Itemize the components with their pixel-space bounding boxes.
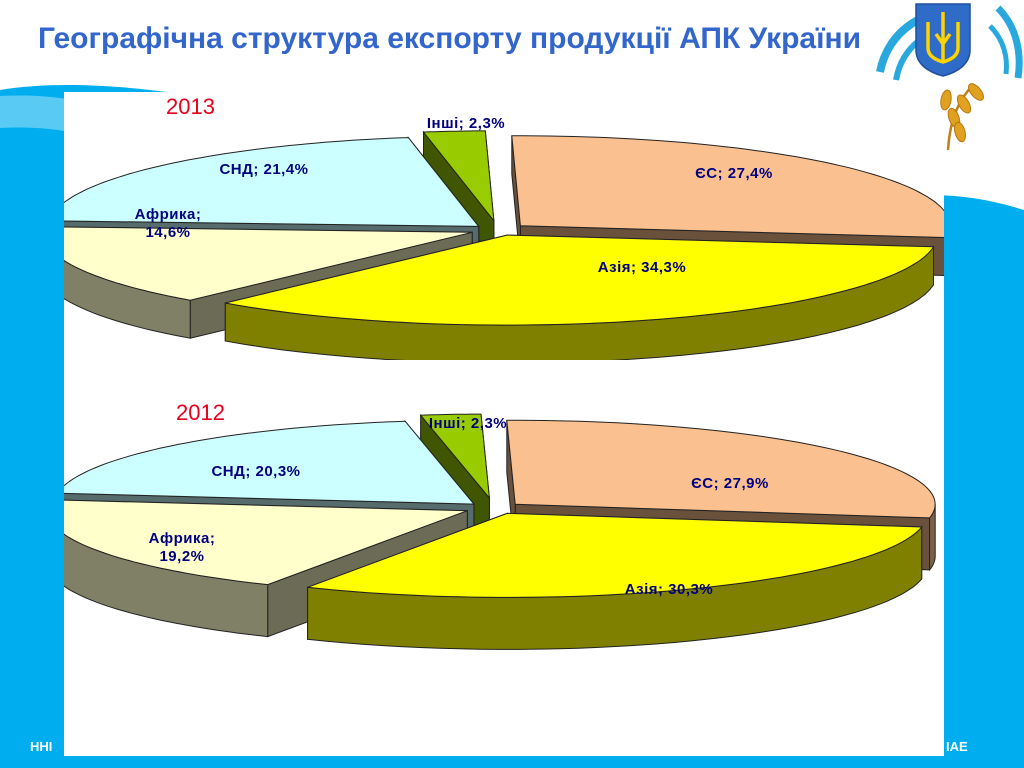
pie-slice-asia-2013 xyxy=(224,234,935,360)
slice-label-line: Азія; 30,3% xyxy=(625,581,713,598)
footer-right-text: ІАЕ xyxy=(946,739,968,754)
pie-chart-2013: ЄС; 27,4% Азія; 34,3% Африка; 14,6% СНД; 21,… xyxy=(64,115,944,360)
slice-label-asia-2013: Азія; 34,3% xyxy=(598,259,686,276)
slice-label-africa-2013: Африка; 14,6% xyxy=(135,206,202,241)
slice-label-cis-2012: СНД; 20,3% xyxy=(211,463,300,480)
slice-top-other xyxy=(422,130,495,223)
slice-label-line: Африка; xyxy=(135,206,202,223)
slice-label-line: Інші; 2,3% xyxy=(427,115,505,132)
slice-top-eu xyxy=(511,135,944,239)
slice-label-line: СНД; 20,3% xyxy=(211,463,300,480)
slice-top-other xyxy=(419,413,491,500)
slice-label-other-2013: Інші; 2,3% xyxy=(427,115,505,132)
slide-title: Географічна структура експорту продукції… xyxy=(38,22,862,55)
pie-chart-2012: ЄС; 27,9% Азія; 30,3% Африка; 19,2% СНД; 20,… xyxy=(64,413,936,650)
slice-top-eu xyxy=(506,419,936,519)
slice-label-line: 14,6% xyxy=(145,224,190,241)
wheat-icon xyxy=(940,83,984,151)
slice-label-africa-2012: Африка; 19,2% xyxy=(149,530,216,565)
chart-panel-2012: ЄС; 27,9% Азія; 30,3% Африка; 19,2% СНД; 20,… xyxy=(64,360,944,756)
footer-left-text: ННІ xyxy=(30,739,53,754)
slice-top-cis xyxy=(64,137,480,227)
pie-slice-asia-2012 xyxy=(307,512,923,650)
slice-label-other-2012: Інші; 2,3% xyxy=(429,415,507,432)
slice-top-asia xyxy=(307,512,923,598)
slice-label-line: 19,2% xyxy=(159,548,204,565)
slice-label-line: Інші; 2,3% xyxy=(429,415,507,432)
logo-emblem xyxy=(876,3,1023,151)
chart-title-2012: 2012 xyxy=(176,400,225,425)
slice-label-line: Азія; 34,3% xyxy=(598,259,686,276)
slice-top-cis xyxy=(64,420,475,505)
slice-label-line: Африка; xyxy=(149,530,216,547)
slice-top-africa xyxy=(64,226,473,301)
slice-label-line: ЄС; 27,9% xyxy=(691,475,769,492)
chart-panel-2013: ЄС; 27,4% Азія; 34,3% Африка; 14,6% СНД; 21,… xyxy=(64,92,944,360)
trident-shield-icon xyxy=(915,3,971,77)
slice-label-asia-2012: Азія; 30,3% xyxy=(625,581,713,598)
slice-label-line: ЄС; 27,4% xyxy=(695,165,773,182)
slice-rim-africa-0 xyxy=(64,260,191,339)
chart-title-2013: 2013 xyxy=(166,94,215,119)
slice-label-line: СНД; 21,4% xyxy=(219,161,308,178)
slice-label-eu-2013: ЄС; 27,4% xyxy=(695,165,773,182)
slice-label-eu-2012: ЄС; 27,9% xyxy=(691,475,769,492)
slice-top-asia xyxy=(225,234,935,326)
slice-top-africa xyxy=(64,499,468,586)
slice-label-cis-2013: СНД; 21,4% xyxy=(219,161,308,178)
